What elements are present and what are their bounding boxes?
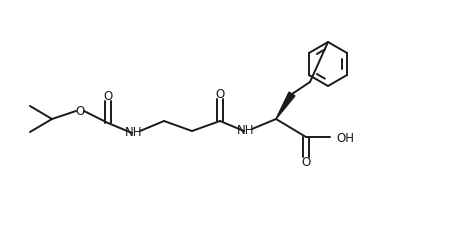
Text: O: O <box>301 156 310 169</box>
Text: O: O <box>215 88 224 101</box>
Text: NH: NH <box>125 125 142 138</box>
Polygon shape <box>275 93 294 119</box>
Text: OH: OH <box>335 131 353 144</box>
Text: O: O <box>103 90 112 103</box>
Text: O: O <box>75 105 85 118</box>
Text: NH: NH <box>237 123 254 136</box>
